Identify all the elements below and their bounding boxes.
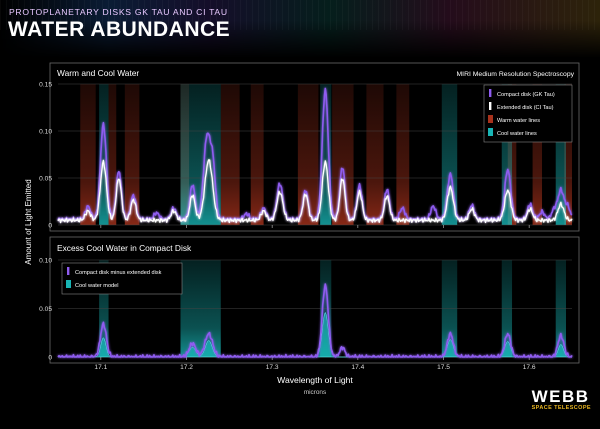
legend-label: Cool water model <box>75 283 119 289</box>
webb-logo-subtext: SPACE TELESCOPE <box>531 405 591 411</box>
panel-excess-cool: Excess Cool Water in Compact Disk 0 0.05 0.… <box>39 236 580 371</box>
legend-swatch-band <box>66 280 71 288</box>
legend-label: Compact disk minus extended disk <box>75 270 162 276</box>
warm-water-band <box>250 84 264 225</box>
header-background <box>0 0 600 58</box>
legend-label: Warm water lines <box>497 118 540 124</box>
warm-water-band <box>108 84 117 225</box>
x-axis-label: Wavelength of Light <box>277 375 353 385</box>
legend-swatch-line <box>489 102 492 110</box>
cool-water-band <box>501 84 513 225</box>
warm-water-band <box>366 84 384 225</box>
warm-water-band <box>332 84 354 225</box>
x-tick-label: 17.3 <box>266 364 279 371</box>
legend: Compact disk minus extended disk Cool wat… <box>61 262 183 295</box>
x-tick-label: 17.4 <box>351 364 364 371</box>
x-axis-unit: microns <box>304 389 326 396</box>
panel-frame <box>49 236 580 364</box>
legend-swatch-band <box>488 115 493 123</box>
warm-water-band <box>80 84 96 225</box>
legend-label: Compact disk (GK Tau) <box>497 92 555 98</box>
y-tick-label: 0.05 <box>39 306 52 313</box>
warm-water-band <box>564 84 572 225</box>
legend-swatch-line <box>67 267 70 275</box>
y-tick-label: 0 <box>48 223 52 230</box>
legend: Compact disk (GK Tau) Extended disk (CI T… <box>483 84 573 143</box>
y-tick-label: 0.15 <box>39 82 52 89</box>
legend-frame <box>483 84 573 143</box>
warm-water-band <box>220 84 240 225</box>
legend-label: Extended disk (CI Tau) <box>497 105 554 111</box>
series-line-secondary <box>57 159 573 224</box>
webb-logo: WEBB SPACE TELESCOPE <box>532 388 591 411</box>
y-axis-label: Amount of Light Emitted <box>24 179 33 264</box>
y-tick-label: 0.05 <box>39 176 52 183</box>
webb-logo-text: WEBB <box>531 387 590 406</box>
warm-water-band <box>297 84 319 225</box>
panel-annotation: MIRI Medium Resolution Spectroscopy <box>457 71 575 78</box>
cool-water-band <box>555 84 567 225</box>
header-spectrum-texture <box>0 0 600 30</box>
page-subtitle: PROTOPLANETARY DISKS GK TAU AND CI TAU <box>9 7 228 17</box>
panel-warm-cool: Warm and Cool Water MIRI Medium Resolutio… <box>39 62 580 232</box>
warm-water-band <box>532 84 543 225</box>
x-tick-label: 17.6 <box>523 364 536 371</box>
x-tick-label: 17.1 <box>94 364 107 371</box>
legend-frame <box>61 262 183 295</box>
x-tick-label: 17.2 <box>180 364 193 371</box>
y-tick-label: 0.10 <box>39 129 52 136</box>
y-tick-label: 0.10 <box>39 258 52 265</box>
y-tick-label: 0 <box>48 355 52 362</box>
series-line-primary <box>57 283 573 358</box>
x-tick-label: 17.5 <box>437 364 450 371</box>
warm-water-band <box>396 84 410 225</box>
legend-swatch-line <box>489 89 492 97</box>
warm-water-band <box>124 84 140 225</box>
page-title: WATER ABUNDANCE <box>8 18 231 41</box>
panel-title: Warm and Cool Water <box>57 68 139 78</box>
cool-water-band <box>99 84 109 225</box>
legend-label: Cool water lines <box>497 131 537 137</box>
legend-swatch-band <box>488 128 493 136</box>
panel-title: Excess Cool Water in Compact Disk <box>57 243 192 253</box>
cool-water-band <box>320 84 332 225</box>
